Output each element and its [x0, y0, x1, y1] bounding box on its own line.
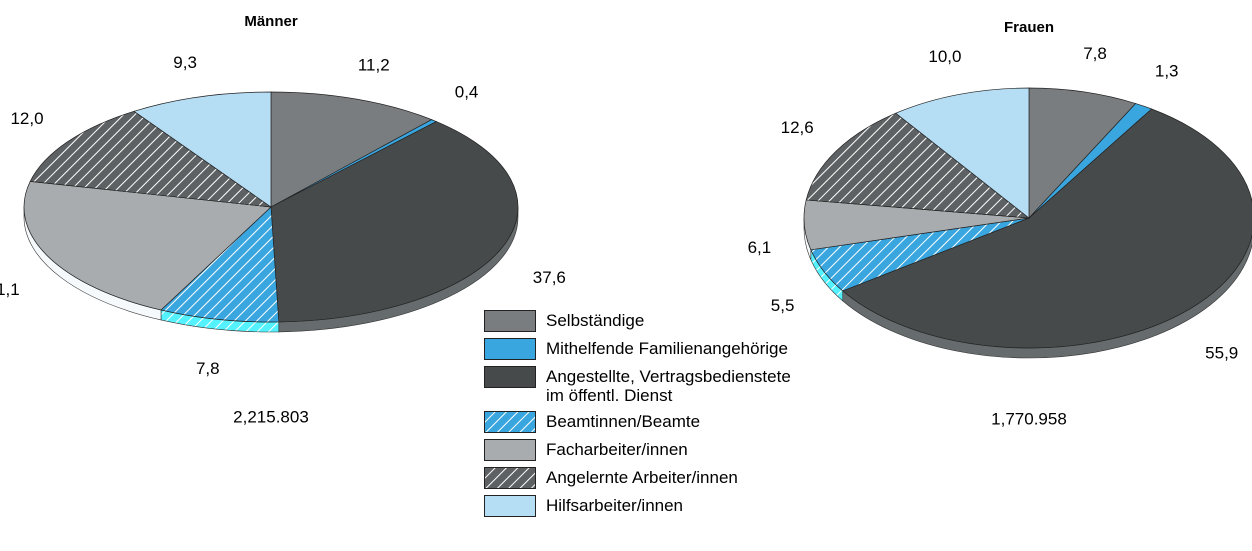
value-label: 10,0 [928, 47, 961, 66]
legend-swatch-rect [484, 411, 536, 433]
value-label: 1,3 [1155, 62, 1179, 81]
pie-slice [133, 91, 272, 208]
pie-slice [270, 91, 433, 208]
value-label: 7,8 [196, 359, 220, 378]
legend-swatch [484, 338, 536, 360]
legend-swatch [484, 411, 536, 433]
legend-item: Facharbeiter/innen [484, 439, 791, 461]
legend-item: Beamtinnen/Beamte [484, 411, 791, 433]
pie-slice [160, 206, 280, 323]
legend-label: Facharbeiter/innen [546, 440, 688, 459]
chart-title: Frauen [1004, 19, 1054, 36]
legend-item: Angestellte, Vertragsbedienstete im öffe… [484, 366, 791, 405]
value-label: 11,2 [358, 56, 390, 75]
legend-swatch-rect [484, 439, 536, 461]
value-label: 55,9 [1205, 343, 1238, 362]
chart-title: Männer [244, 13, 298, 30]
legend-label: Selbständige [546, 311, 645, 330]
total-label: 1,770.958 [991, 409, 1067, 428]
value-label: 37,6 [533, 268, 566, 287]
legend-swatch-rect [484, 338, 536, 360]
legend-item: Mithelfende Familienangehörige [484, 338, 791, 360]
pie-slice [1028, 87, 1137, 219]
legend-swatch-rect [484, 467, 536, 489]
pie-slice [805, 112, 1031, 219]
legend-swatch [484, 366, 536, 388]
value-label: 7,8 [1083, 44, 1107, 63]
pie-slice [270, 121, 519, 323]
value-label: 6,1 [748, 238, 772, 257]
total-label: 2,215.803 [233, 407, 309, 426]
legend-item: Angelernte Arbeiter/innen [484, 467, 791, 489]
value-label: 9,3 [173, 53, 197, 72]
pie-slice [842, 108, 1252, 349]
legend-swatch-rect [484, 495, 536, 517]
value-label: 0,4 [455, 82, 479, 101]
legend: Selbständige Mithelfende Familienangehöri… [484, 310, 791, 523]
legend-swatch-rect [484, 310, 536, 332]
pie-slice [29, 110, 272, 208]
pie-slice [23, 181, 272, 311]
pie-slice [895, 87, 1030, 219]
legend-swatch [484, 495, 536, 517]
legend-label: Angestellte, Vertragsbedienstete im öffe… [546, 367, 791, 405]
legend-label: Angelernte Arbeiter/innen [546, 468, 738, 487]
legend-swatch [484, 439, 536, 461]
value-label: 12,6 [781, 118, 814, 137]
legend-label: Hilfsarbeiter/innen [546, 496, 684, 515]
legend-swatch [484, 467, 536, 489]
legend-item: Selbständige [484, 310, 791, 332]
legend-swatch [484, 310, 536, 332]
value-label: 12,0 [10, 109, 43, 128]
legend-label: Beamtinnen/Beamte [546, 412, 701, 431]
value-label: 5,5 [771, 296, 795, 315]
legend-label: Mithelfende Familienangehörige [546, 339, 788, 358]
legend-swatch-rect [484, 366, 536, 388]
value-label: 21,1 [0, 280, 20, 299]
legend-item: Hilfsarbeiter/innen [484, 495, 791, 517]
